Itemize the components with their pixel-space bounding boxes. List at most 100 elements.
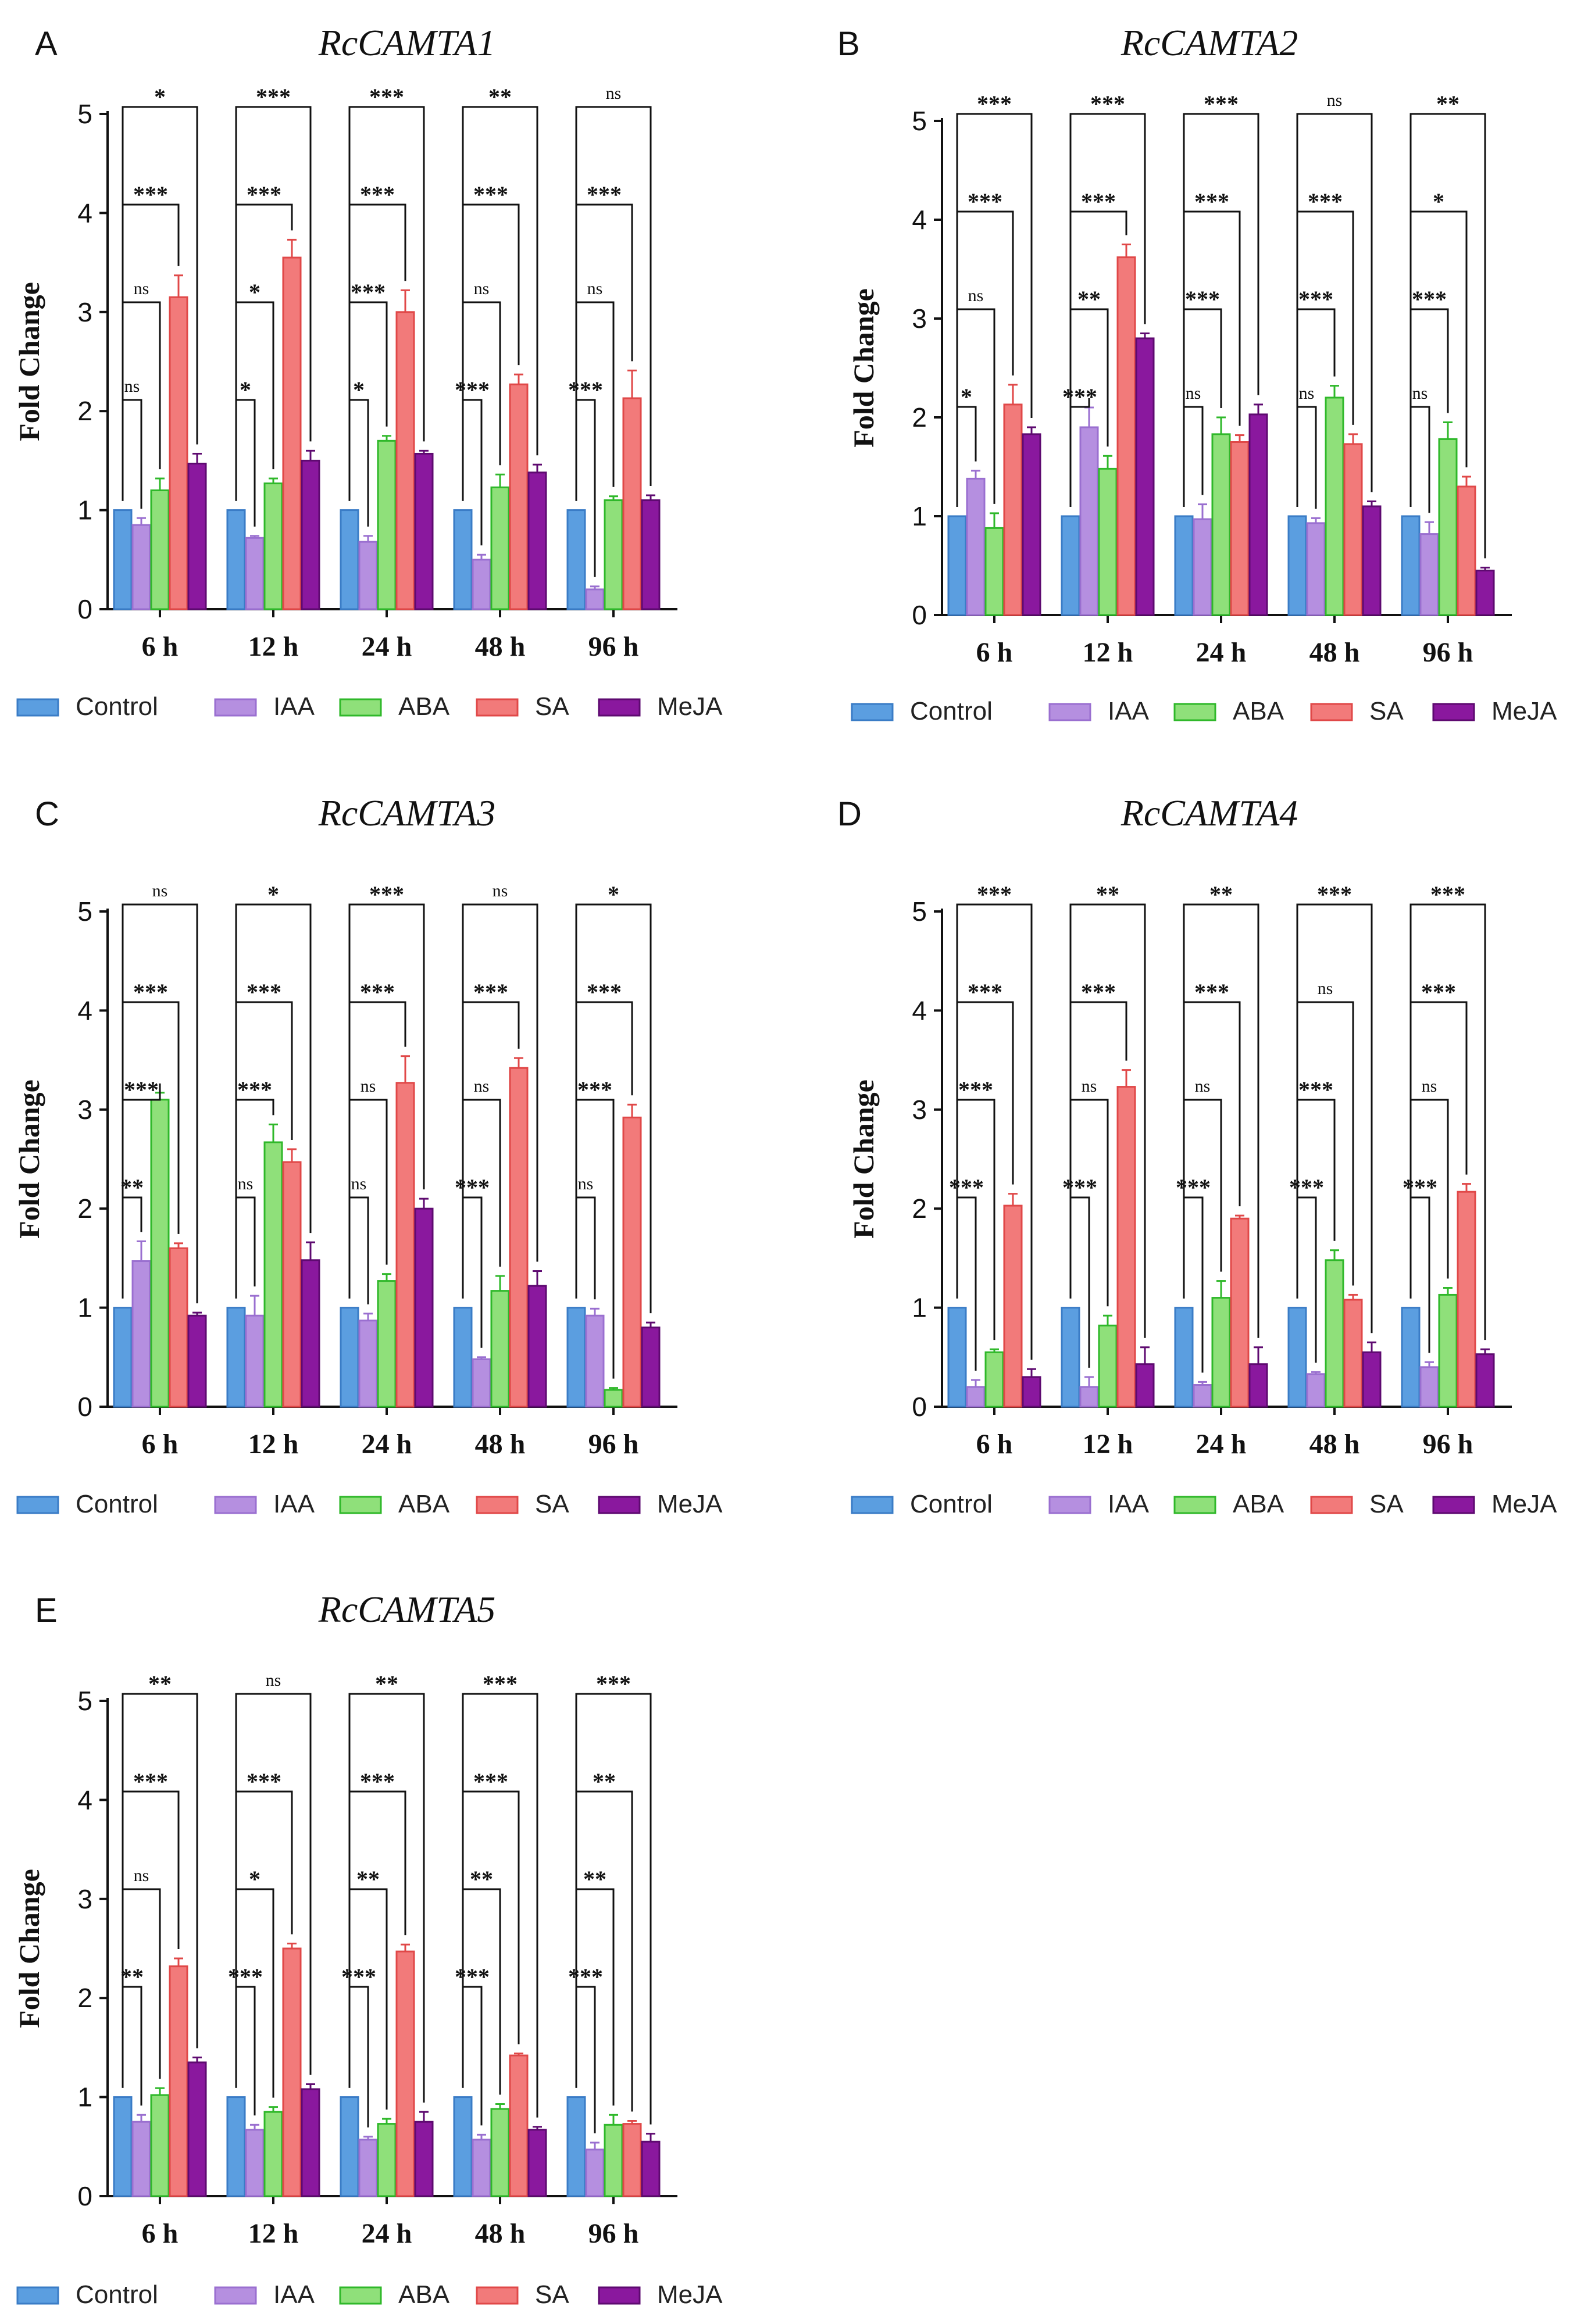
bar-aba-96h	[1438, 438, 1458, 616]
x-tick-label: 96 h	[1423, 637, 1473, 668]
bar-aba-96h	[604, 1389, 623, 1408]
bar-iaa-24h	[358, 541, 378, 610]
significance-label: *	[1433, 188, 1444, 214]
bar-meja-6h	[1022, 433, 1041, 616]
legend-swatch-iaa	[214, 1496, 257, 1514]
significance-label: **	[1096, 881, 1119, 907]
bar-control-48h	[1287, 515, 1307, 616]
x-tick-label: 6 h	[976, 1429, 1013, 1460]
legend-swatch-iaa	[1048, 1496, 1091, 1514]
significance-label: ***	[968, 188, 1002, 214]
significance-label: ns	[578, 1174, 594, 1193]
y-tick-label: 1	[912, 1293, 927, 1323]
x-tick-label: 48 h	[475, 1429, 526, 1460]
significance-label: ns	[124, 377, 140, 396]
significance-label: ***	[587, 181, 622, 208]
significance-label: ns	[968, 286, 984, 305]
bar-sa-96h	[622, 1116, 642, 1408]
significance-bracket	[1409, 113, 1486, 559]
significance-label: **	[593, 1768, 616, 1794]
bar-aba-96h	[604, 2123, 623, 2197]
significance-label: ***	[473, 979, 508, 1005]
significance-label: ns	[134, 1866, 149, 1885]
significance-label: ns	[1299, 384, 1315, 403]
x-tick-label: 96 h	[588, 2218, 639, 2249]
y-axis-label: Fold Change	[847, 288, 880, 448]
panel-title: RcCAMTA4	[1120, 792, 1298, 834]
bar-iaa-96h	[585, 588, 605, 610]
bar-meja-24h	[414, 2121, 434, 2197]
panel-letter: C	[35, 795, 59, 833]
bar-meja-6h	[1022, 1376, 1041, 1408]
panel-letter: D	[837, 795, 862, 833]
bar-iaa-96h	[585, 1314, 605, 1408]
legend-label-aba: ABA	[398, 2280, 450, 2309]
legend-label-aba: ABA	[398, 1490, 450, 1518]
significance-label: ***	[247, 979, 281, 1005]
x-tick-label: 24 h	[362, 2218, 412, 2249]
bar-meja-96h	[1475, 1353, 1495, 1408]
significance-label: ***	[360, 1768, 395, 1794]
bar-iaa-12h	[1079, 426, 1099, 616]
significance-bracket	[575, 106, 652, 501]
y-tick-label: 5	[77, 1686, 92, 1716]
y-tick-label: 1	[77, 495, 92, 525]
legend-label-iaa: IAA	[273, 1490, 315, 1518]
bar-sa-6h	[169, 1965, 188, 2197]
y-tick-label: 3	[77, 1884, 92, 1914]
significance-bracket	[235, 106, 312, 501]
bar-meja-12h	[301, 2088, 320, 2197]
significance-bracket	[122, 1693, 198, 2088]
bar-aba-6h	[984, 1351, 1004, 1408]
x-tick-label: 6 h	[142, 1429, 179, 1460]
significance-label: ***	[256, 84, 291, 110]
bar-aba-6h	[150, 1099, 170, 1408]
significance-bracket	[348, 106, 425, 501]
bar-control-96h	[566, 1307, 586, 1408]
significance-label: ***	[133, 979, 168, 1005]
significance-label: ns	[134, 279, 149, 298]
significance-bracket	[1296, 113, 1373, 507]
significance-label: ***	[568, 377, 603, 403]
significance-label: **	[583, 1866, 606, 1892]
bar-sa-96h	[622, 2123, 642, 2197]
legend: Control IAA ABA SA MeJA	[16, 1490, 723, 1518]
bar-sa-6h	[1003, 403, 1023, 616]
bar-meja-48h	[1362, 505, 1382, 616]
legend-swatch-control	[851, 1496, 894, 1514]
significance-label: ns	[474, 1077, 490, 1096]
significance-label: ***	[455, 377, 490, 403]
bar-meja-48h	[527, 1285, 547, 1408]
bar-iaa-48h	[472, 2139, 491, 2197]
bar-aba-6h	[984, 527, 1004, 616]
y-tick-label: 3	[912, 303, 927, 334]
y-tick-label: 2	[912, 1193, 927, 1224]
legend-swatch-meja	[1432, 703, 1475, 721]
significance-label: ns	[238, 1174, 254, 1193]
bar-control-12h	[1061, 1307, 1080, 1408]
y-axis-label: Fold Change	[13, 1079, 45, 1239]
significance-label: ns	[361, 1077, 376, 1096]
legend-swatch-sa	[476, 698, 519, 717]
bar-aba-24h	[1211, 433, 1231, 616]
bar-control-96h	[1401, 515, 1421, 616]
bar-meja-12h	[1135, 337, 1155, 616]
panel-letter: E	[35, 1592, 58, 1629]
bar-iaa-24h	[358, 2139, 378, 2197]
legend-swatch-aba	[339, 2286, 382, 2305]
significance-bracket	[462, 903, 538, 1299]
legend-label-control: Control	[910, 697, 993, 725]
panel-title: RcCAMTA1	[318, 22, 496, 63]
significance-label: *	[267, 881, 279, 907]
significance-label: ***	[968, 979, 1002, 1005]
bar-control-24h	[340, 2096, 359, 2197]
bar-aba-6h	[150, 489, 170, 610]
significance-label: *	[249, 1866, 260, 1892]
bar-control-12h	[226, 2096, 246, 2197]
x-tick-label: 24 h	[362, 631, 412, 662]
significance-bracket	[1069, 113, 1146, 507]
significance-label: ***	[1081, 979, 1116, 1005]
